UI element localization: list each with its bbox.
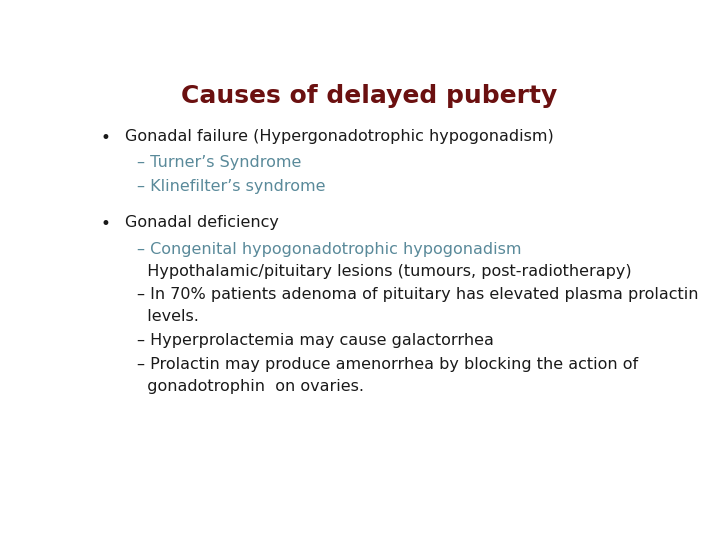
Text: Causes of delayed puberty: Causes of delayed puberty	[181, 84, 557, 107]
Text: – Prolactin may produce amenorrhea by blocking the action of: – Prolactin may produce amenorrhea by bl…	[138, 357, 639, 372]
Text: •: •	[100, 215, 110, 233]
Text: gonadotrophin  on ovaries.: gonadotrophin on ovaries.	[138, 379, 364, 394]
Text: – Turner’s Syndrome: – Turner’s Syndrome	[138, 156, 302, 171]
Text: – Klinefilter’s syndrome: – Klinefilter’s syndrome	[138, 179, 326, 194]
Text: levels.: levels.	[138, 309, 199, 325]
Text: – Congenital hypogonadotrophic hypogonadism: – Congenital hypogonadotrophic hypogonad…	[138, 241, 522, 256]
Text: •: •	[100, 129, 110, 147]
Text: Gonadal deficiency: Gonadal deficiency	[125, 215, 279, 231]
Text: – Hyperprolactemia may cause galactorrhea: – Hyperprolactemia may cause galactorrhe…	[138, 333, 495, 348]
Text: Hypothalamic/pituitary lesions (tumours, post-radiotherapy): Hypothalamic/pituitary lesions (tumours,…	[138, 264, 632, 279]
Text: – In 70% patients adenoma of pituitary has elevated plasma prolactin: – In 70% patients adenoma of pituitary h…	[138, 287, 699, 302]
Text: Gonadal failure (Hypergonadotrophic hypogonadism): Gonadal failure (Hypergonadotrophic hypo…	[125, 129, 554, 144]
